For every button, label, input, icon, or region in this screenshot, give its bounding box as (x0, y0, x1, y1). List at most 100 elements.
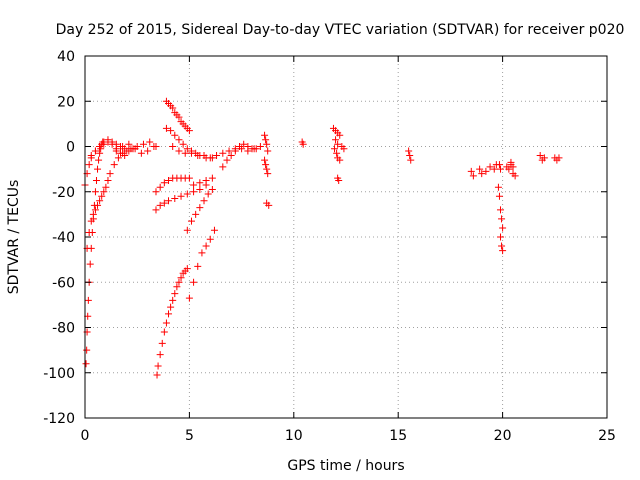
data-point (121, 152, 129, 160)
data-point (256, 143, 264, 150)
data-point (89, 210, 97, 218)
data-point (495, 161, 503, 169)
data-point (225, 147, 233, 155)
data-point (110, 161, 118, 169)
data-point (177, 192, 185, 200)
y-axis: -120 -100 -80 -60 -40 -20 0 20 40 (43, 49, 607, 427)
data-point (137, 149, 145, 157)
data-point (334, 140, 342, 148)
data-point (407, 156, 415, 164)
data-point (202, 242, 210, 250)
data-point (83, 346, 91, 354)
data-point (204, 190, 212, 198)
data-point (125, 147, 133, 155)
data-point (153, 371, 161, 379)
data-point (265, 201, 273, 209)
data-point (162, 319, 170, 327)
y-tick-label: 0 (66, 140, 75, 156)
series-arc-22 (536, 152, 563, 164)
series-arc-left-5 (112, 140, 158, 157)
data-point (196, 185, 204, 193)
data-point (263, 165, 271, 173)
data-point (165, 197, 173, 205)
data-point (94, 165, 102, 173)
data-point (144, 147, 152, 155)
data-point (169, 104, 177, 112)
data-point (165, 310, 173, 318)
data-point (206, 154, 214, 162)
data-point (206, 235, 214, 243)
data-point (467, 167, 475, 175)
data-point (167, 303, 175, 311)
data-point (177, 274, 185, 282)
y-tick-label: 20 (57, 94, 75, 110)
data-point (85, 228, 93, 236)
data-point (486, 163, 494, 171)
data-point (336, 156, 344, 164)
data-point (219, 149, 227, 157)
data-point (85, 161, 93, 169)
data-point (202, 181, 210, 189)
x-tick-label: 10 (285, 428, 303, 444)
data-point (482, 167, 490, 175)
data-point (499, 247, 507, 255)
data-point (240, 140, 248, 148)
series-arc-18.5 (467, 161, 500, 180)
data-point (169, 296, 177, 304)
data-point (192, 210, 200, 218)
data-point (497, 233, 505, 241)
data-point (104, 176, 112, 184)
data-point (200, 197, 208, 205)
data-point (340, 145, 348, 153)
data-point (95, 156, 103, 164)
data-point (299, 140, 307, 148)
data-point (173, 283, 181, 291)
series-arc-big (153, 265, 191, 379)
data-point (183, 145, 191, 153)
series-arc-20.5 (503, 158, 519, 180)
grid-lines (85, 56, 607, 418)
data-point (490, 165, 498, 173)
y-tick-label: -100 (43, 366, 75, 382)
data-point (146, 138, 154, 146)
y-axis-label: SDTVAR / TECUs (6, 180, 22, 295)
data-point (476, 165, 484, 173)
data-point (87, 217, 95, 225)
data-point (175, 278, 183, 286)
data-point (139, 140, 147, 148)
data-point (536, 152, 544, 160)
data-point (171, 131, 179, 139)
data-point (469, 172, 477, 180)
x-axis: 0 5 10 15 20 25 (81, 56, 616, 444)
data-point (116, 149, 124, 157)
data-point (167, 127, 175, 135)
data-point (495, 192, 503, 200)
data-point (187, 217, 195, 225)
data-point (497, 165, 505, 173)
data-point (478, 170, 486, 178)
series-arc-rising-2 (152, 181, 210, 214)
data-point (187, 149, 195, 157)
data-point (114, 154, 122, 162)
data-point (497, 206, 505, 214)
data-point (154, 362, 162, 370)
data-point (183, 190, 191, 198)
data-point (125, 140, 133, 148)
data-point (190, 181, 198, 189)
data-point (331, 145, 339, 153)
data-point (194, 262, 202, 270)
data-point (208, 185, 216, 193)
data-point (332, 136, 340, 144)
data-point (181, 149, 189, 157)
data-point (108, 138, 116, 146)
y-tick-label: -20 (52, 185, 75, 201)
data-point (336, 131, 344, 139)
data-point (540, 154, 548, 162)
data-point (150, 143, 158, 150)
data-point (131, 145, 139, 153)
data-point (200, 152, 208, 160)
data-point (190, 188, 198, 196)
y-tick-label: 40 (57, 49, 75, 65)
data-point (92, 176, 100, 184)
